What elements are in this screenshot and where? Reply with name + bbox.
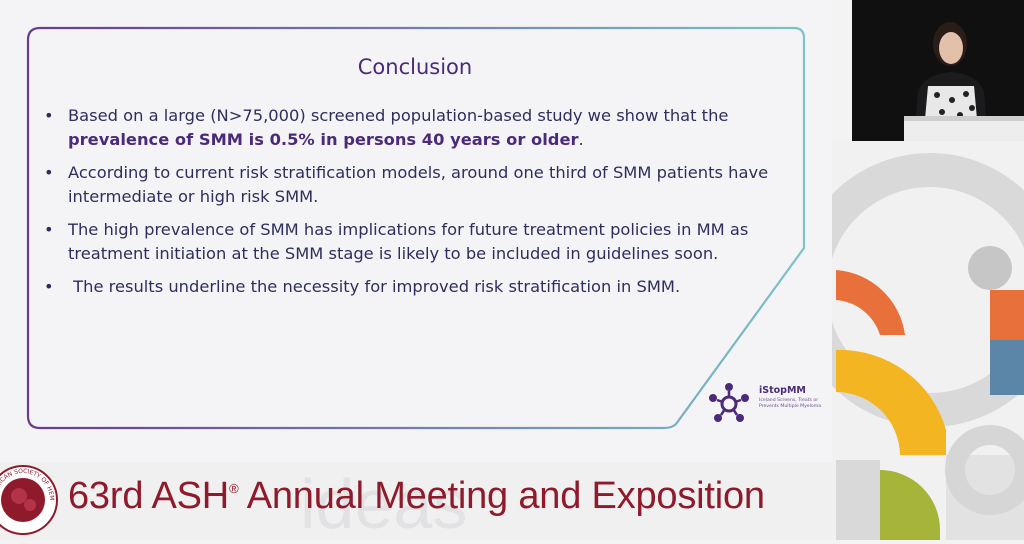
istopmm-logo: iStopMM Iceland Screens, Treats or Preve…	[707, 382, 821, 426]
presenter-webcam	[852, 0, 1024, 141]
bullet-text: Based on a large (N>75,000) screened pop…	[68, 106, 729, 125]
bullet-item: Based on a large (N>75,000) screened pop…	[42, 104, 772, 152]
bullet-item: The high prevalence of SMM has implicati…	[42, 218, 772, 266]
logo-name: iStopMM	[759, 385, 806, 396]
banner-title-main: 63rd ASH	[68, 475, 230, 517]
logo-tagline: Iceland Screens, Treats or Prevents Mult…	[759, 398, 822, 409]
bullet-item: According to current risk stratification…	[42, 161, 772, 209]
bullet-end: .	[578, 130, 584, 149]
slide-title: Conclusion	[357, 55, 473, 79]
conclusion-list: Based on a large (N>75,000) screened pop…	[42, 104, 772, 308]
registered-mark: ®	[229, 481, 239, 496]
slide: Conclusion Based on a large (N>75,000) s…	[0, 0, 832, 462]
svg-text:ideas: ideas	[300, 465, 467, 540]
bullet-emphasis: prevalence of SMM is 0.5% in persons 40 …	[68, 130, 579, 149]
slide-frame	[26, 26, 806, 430]
banner-title-rest: Annual Meeting and Exposition	[238, 475, 765, 517]
istopmm-logo-icon	[709, 383, 749, 422]
conference-banner: ideas	[0, 462, 1024, 543]
banner-title: 63rd ASH® Annual Meeting and Exposition	[68, 475, 765, 518]
ash-seal-icon: AMERICAN SOCIETY OF HEMATOLOGY	[0, 463, 58, 535]
bullet-item: The results underline the necessity for …	[42, 275, 772, 299]
